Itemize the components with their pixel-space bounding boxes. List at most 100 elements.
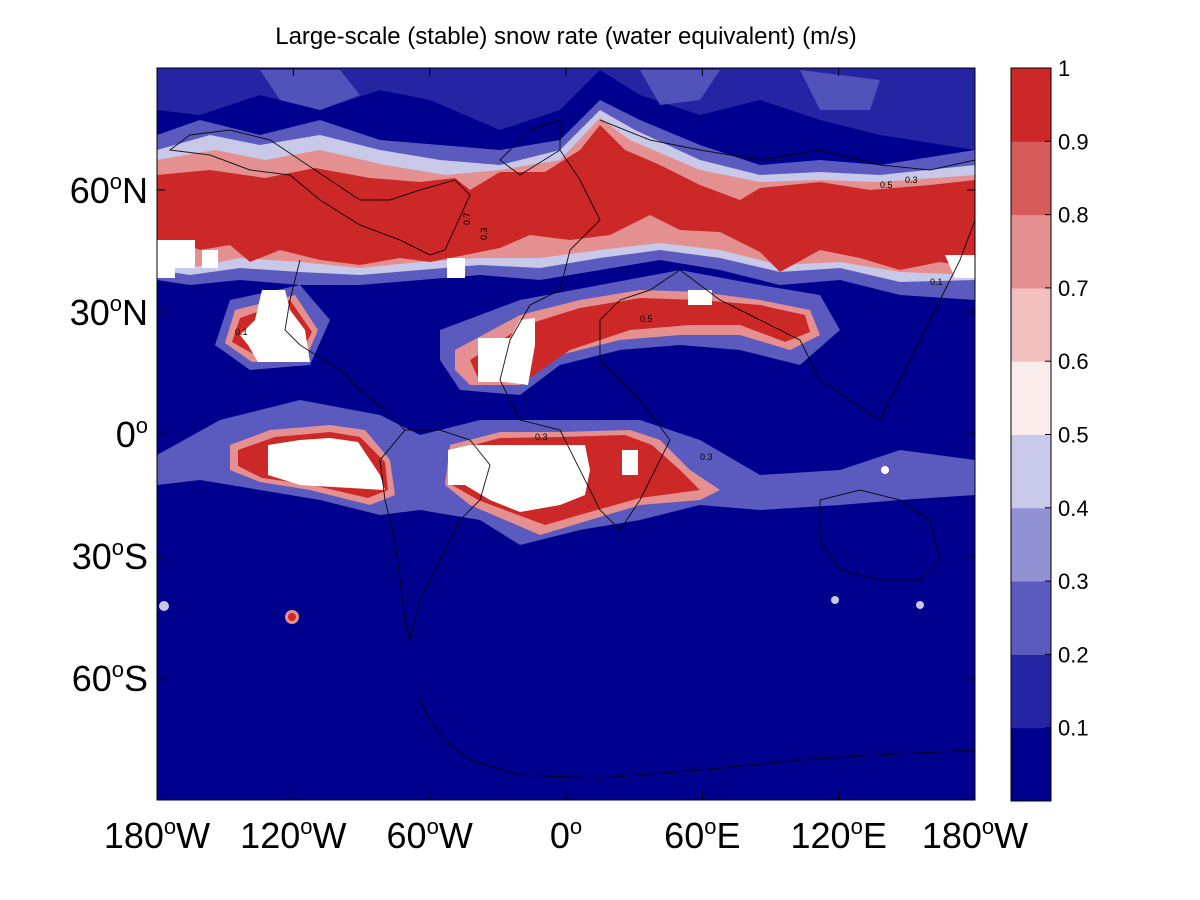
y-tick-label: 0o (116, 413, 148, 455)
x-tick-label-hemisphere: W (994, 815, 1028, 856)
colorbar-segment (1011, 141, 1051, 216)
x-tick-label-degree: o (704, 814, 716, 839)
y-tick-label-hemisphere: S (124, 658, 148, 699)
contour-label: 0.1 (930, 277, 943, 287)
missing-north-atlantic (447, 258, 465, 278)
contour-labels: 0.7 0.3 0.3 0.3 0.5 0.3 0.1 0.1 0.5 (235, 175, 943, 462)
missing-sw-north-america (240, 290, 310, 362)
colorbar-segment (1011, 727, 1051, 802)
y-tick-label: 60oN (70, 169, 148, 211)
x-tick-label-hemisphere: W (313, 815, 347, 856)
x-tick-label: 120oW (240, 814, 346, 856)
colorbar-segment (1011, 68, 1051, 142)
y-tick-label-hemisphere: N (122, 170, 148, 211)
x-tick-label-hemisphere: E (863, 815, 887, 856)
y-tick-label: 60oS (72, 657, 148, 699)
colorbar: 0.1 0.2 0.3 0.4 0.5 0.6 0.7 0.8 0.9 1 (1010, 56, 1089, 802)
colorbar-tick-label: 0.9 (1058, 129, 1089, 154)
map-panel: 0.7 0.3 0.3 0.3 0.5 0.3 0.1 0.1 0.5 (157, 68, 975, 800)
x-tick-label: 60oE (664, 814, 740, 856)
y-tick-label-degree: o (110, 291, 122, 316)
spot-indian-ocean (831, 596, 839, 604)
colorbar-tick-label: 0.7 (1058, 276, 1089, 301)
coastlines (168, 119, 975, 779)
y-tick-label-value: 0 (116, 414, 136, 455)
spot-maritime (881, 466, 889, 474)
x-tick-label-hemisphere: W (439, 815, 473, 856)
x-tick-label-degree: o (851, 814, 863, 839)
y-tick-label-hemisphere: S (124, 536, 148, 577)
arctic-halo (157, 68, 975, 150)
x-axis: 180oW 120oW 60oW 0o 60oE 120oE 180oW (104, 68, 1028, 856)
colorbar-tick-label: 1 (1058, 56, 1070, 81)
y-tick-label-value: 30 (72, 536, 112, 577)
x-tick-label-degree: o (570, 814, 582, 839)
chart-title: Large-scale (stable) snow rate (water eq… (275, 23, 857, 50)
spot-south-pacific-core (288, 613, 296, 621)
north-band-core (157, 125, 975, 272)
colorbar-tick-label: 0.3 (1058, 569, 1089, 594)
coast-australia (819, 489, 941, 581)
y-tick-label-value: 60 (70, 170, 110, 211)
y-tick-label-degree: o (112, 535, 124, 560)
contour-label: 0.3 (535, 432, 548, 442)
x-tick-label-value: 180 (104, 815, 164, 856)
y-tick-label-value: 30 (70, 292, 110, 333)
colorbar-tick-label: 0.5 (1058, 423, 1089, 448)
spot-far-south-pacific (159, 601, 169, 611)
colorbar-segment (1011, 654, 1051, 729)
x-tick-label-hemisphere: W (176, 815, 210, 856)
coast-greenland (499, 119, 561, 176)
colorbar-segment (1011, 214, 1051, 289)
x-tick-label-degree: o (427, 814, 439, 839)
x-tick-label: 180oW (104, 814, 210, 856)
x-tick-label: 60oW (387, 814, 473, 856)
colorbar-tick-label: 0.4 (1058, 496, 1089, 521)
coast-south-america (379, 429, 491, 641)
missing-sahara (478, 318, 535, 385)
x-tick-label-value: 120 (240, 815, 300, 856)
coast-asia-north (599, 119, 975, 171)
arctic-light-patches (260, 70, 880, 110)
colorbar-tick-label: 0.6 (1058, 349, 1089, 374)
y-tick-label-hemisphere: N (122, 292, 148, 333)
spot-south-indian (916, 601, 924, 609)
missing-north-east (945, 255, 975, 278)
contour-label: 0.5 (640, 314, 653, 324)
missing-central-asia (688, 290, 712, 305)
x-tick-label-degree: o (164, 814, 176, 839)
missing-tropical-pacific (268, 438, 385, 490)
contour-label: 0.3 (905, 175, 918, 185)
colorbar-tick-label: 0.8 (1058, 203, 1089, 228)
y-tick-label-degree: o (110, 169, 122, 194)
x-tick-label-value: 60 (387, 815, 427, 856)
colorbar-tick-label: 0.2 (1058, 642, 1089, 667)
coast-north-america (168, 129, 471, 431)
contour-label: 0.3 (479, 227, 489, 240)
x-tick-label: 120oE (790, 814, 886, 856)
colorbar-segment (1011, 287, 1051, 362)
colorbar-segment (1011, 361, 1051, 435)
colorbar-segment (1011, 507, 1051, 582)
y-tick-label-value: 60 (72, 658, 112, 699)
contour-label: 0.5 (880, 180, 893, 190)
contour-label: 0.1 (235, 327, 248, 337)
colorbar-tick-label: 0.1 (1058, 716, 1089, 741)
missing-north-west-2 (202, 250, 218, 268)
missing-north-west (157, 240, 195, 278)
missing-tropical-atlantic (448, 445, 590, 512)
colorbar-segment (1011, 581, 1051, 655)
x-tick-label-value: 60 (664, 815, 704, 856)
coast-europe-africa (499, 149, 975, 531)
y-tick-label-degree: o (136, 413, 148, 438)
x-tick-label-degree: o (982, 814, 994, 839)
x-tick-label-value: 180 (922, 815, 982, 856)
colorbar-segment (1011, 434, 1051, 509)
missing-tropical-indian (622, 450, 638, 475)
y-tick-label: 30oN (70, 291, 148, 333)
x-tick-label-value: 0 (550, 815, 570, 856)
x-tick-label-hemisphere: E (716, 815, 740, 856)
x-tick-label-value: 120 (790, 815, 850, 856)
y-tick-label: 30oS (72, 535, 148, 577)
